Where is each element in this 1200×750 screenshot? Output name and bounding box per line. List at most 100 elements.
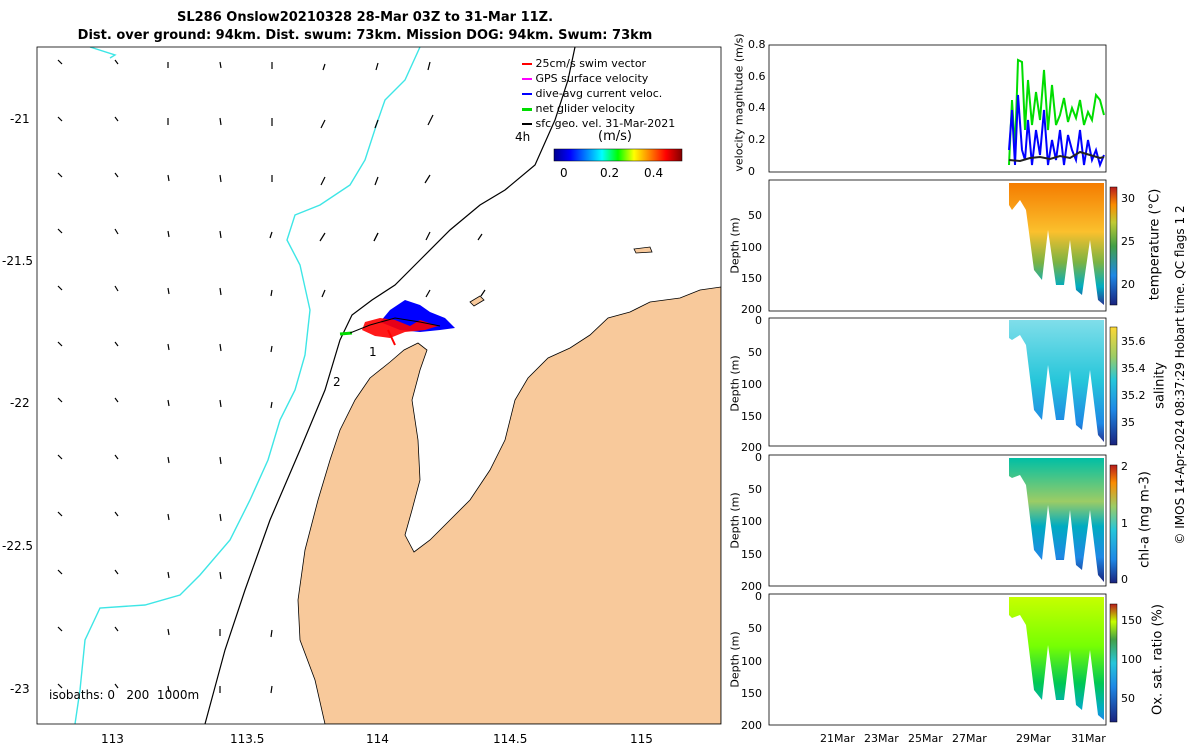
legend-swatch [522, 123, 532, 125]
map-figure [36, 46, 722, 725]
oxygen-cblabel: Ox. sat. ratio (%) [1150, 604, 1166, 715]
time-x-tick: 23Mar [864, 732, 899, 745]
oxygen-ytick: 50 [748, 622, 762, 635]
isobath-200 [204, 47, 576, 724]
oxygen-cbtick: 50 [1121, 692, 1135, 705]
net-glider-velocity-line [1008, 58, 1105, 166]
salinity-ytick: 200 [741, 441, 762, 454]
salinity-colorbar [1109, 326, 1118, 446]
chla-ytick: 200 [741, 580, 762, 593]
colorbar-tick: 0.4 [644, 166, 664, 180]
colorbar-tick: 0.2 [600, 166, 620, 180]
track-label-1: 1 [369, 345, 377, 359]
temperature-cbtick: 25 [1121, 235, 1135, 248]
legend-swatch [522, 78, 532, 80]
salinity-section [1009, 320, 1104, 442]
chla-cbtick: 2 [1121, 460, 1128, 473]
map-frame [36, 46, 722, 725]
temperature-ytick: 50 [748, 209, 762, 222]
map-x-tick: 113.5 [230, 732, 265, 746]
legend-swatch [522, 107, 532, 111]
track-label-2: 2 [333, 375, 341, 389]
salinity-ylabel: Depth (m) [728, 355, 742, 412]
legend-label: sfc geo. vel. 31-Mar-2021 [535, 117, 676, 130]
time-x-tick: 29Mar [1016, 732, 1051, 745]
velocity-ytick: 0.6 [748, 70, 766, 83]
oxygen-ylabel: Depth (m) [728, 631, 742, 688]
chla-ylabel: Depth (m) [728, 492, 742, 549]
colorbar-title: (m/s) [598, 129, 632, 144]
salinity-ytick: 0 [755, 314, 762, 327]
salinity-ytick: 150 [741, 410, 762, 423]
oxygen-ytick: 100 [741, 655, 762, 668]
salinity-cbtick: 35.6 [1121, 335, 1146, 348]
chla-ytick: 50 [748, 483, 762, 496]
map-y-tick: -21 [10, 112, 30, 126]
legend-label: dive-avg current veloc. [535, 87, 663, 100]
legend-label: GPS surface velocity [535, 72, 649, 85]
legend-item: 25cm/s swim vector [522, 57, 646, 70]
time-x-tick: 21Mar [820, 732, 855, 745]
glider-track [339, 300, 455, 346]
legend-label: net glider velocity [535, 102, 635, 115]
temperature-cbtick: 20 [1121, 278, 1135, 291]
speed-colorbar [553, 148, 683, 162]
time-x-tick: 31Mar [1071, 732, 1106, 745]
map-x-tick: 115 [630, 732, 653, 746]
legend-item: sfc geo. vel. 31-Mar-2021 [522, 117, 675, 130]
temperature-ytick: 100 [741, 241, 762, 254]
salinity-cbtick: 35.4 [1121, 362, 1146, 375]
island [469, 295, 485, 307]
island [633, 246, 653, 254]
map-x-tick: 113 [101, 732, 124, 746]
dive-avg-current-line [1008, 94, 1105, 169]
temperature-cblabel: temperature (°C) [1147, 188, 1163, 301]
temperature-ylabel: Depth (m) [728, 217, 742, 274]
salinity-cbtick: 35 [1121, 416, 1135, 429]
legend-item: GPS surface velocity [522, 72, 648, 85]
chla-ytick: 0 [755, 451, 762, 464]
salinity-ytick: 100 [741, 378, 762, 391]
chla-ytick: 100 [741, 515, 762, 528]
map-y-tick: -22.5 [2, 539, 34, 553]
time-label: 4h [515, 130, 531, 144]
temperature-ytick: 200 [741, 303, 762, 316]
oxygen-colorbar [1109, 603, 1118, 723]
map-y-tick: -21.5 [2, 254, 34, 268]
salinity-ytick: 50 [748, 346, 762, 359]
velocity-ytick: 0 [748, 165, 755, 178]
chla-cblabel: chl-a (mg m-3) [1137, 471, 1153, 568]
velocity-ylabel: velocity magnitude (m/s) [732, 33, 746, 172]
temperature-colorbar [1109, 186, 1118, 306]
chla-ytick: 150 [741, 548, 762, 561]
time-x-tick: 25Mar [908, 732, 943, 745]
temperature-cbtick: 30 [1121, 192, 1135, 205]
chla-section [1009, 458, 1104, 582]
oxygen-cbtick: 100 [1121, 653, 1142, 666]
legend-item: net glider velocity [522, 102, 635, 115]
colorbar-tick: 0 [560, 166, 568, 180]
velocity-ytick: 0.4 [748, 101, 766, 114]
chla-colorbar [1109, 464, 1118, 584]
legend-swatch [522, 63, 532, 65]
isobaths-label: isobaths: 0 200 1000m [49, 688, 200, 702]
chla-cbtick: 1 [1121, 517, 1128, 530]
map-x-tick: 114.5 [493, 732, 528, 746]
temperature-section [1009, 183, 1104, 305]
isobath-1000 [74, 47, 421, 724]
time-x-tick: 27Mar [952, 732, 987, 745]
oxygen-ytick: 0 [755, 590, 762, 603]
oxygen-section [1009, 597, 1104, 720]
credit-text: © IMOS 14-Apr-2024 08:37:29 Hobart time.… [1173, 205, 1187, 545]
velocity-ytick: 0.2 [748, 133, 766, 146]
surface-velocity-arrows [57, 59, 486, 694]
salinity-cblabel: salinity [1152, 362, 1168, 409]
map-y-tick: -23 [10, 682, 30, 696]
map-y-tick: -22 [10, 396, 30, 410]
chart-title-line1: SL286 Onslow20210328 28-Mar 03Z to 31-Ma… [176, 10, 554, 25]
chart-title-line2: Dist. over ground: 94km. Dist. swum: 73k… [77, 28, 653, 43]
profile-panels [768, 44, 1118, 726]
legend-item: dive-avg current veloc. [522, 87, 662, 100]
land-mass [297, 286, 721, 724]
map-x-tick: 114 [366, 732, 389, 746]
